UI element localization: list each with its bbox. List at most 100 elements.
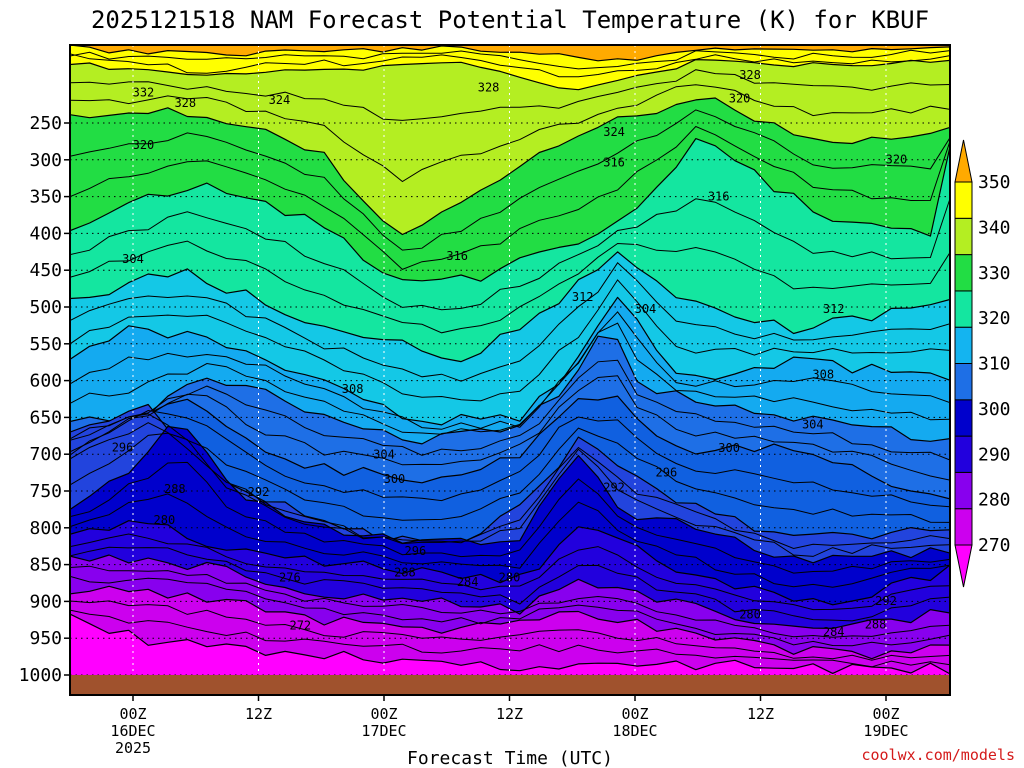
ground-surface <box>70 675 950 695</box>
contour-label: 288 <box>394 565 416 579</box>
contour-label: 332 <box>133 86 155 100</box>
y-tick-label: 700 <box>29 444 62 465</box>
contour-label: 300 <box>718 441 740 455</box>
y-tick-label: 900 <box>29 591 62 612</box>
contour-line <box>70 240 950 334</box>
colorbar-segment <box>954 181 973 219</box>
contour-label: 324 <box>269 93 291 107</box>
contour-line <box>70 422 950 550</box>
contour-line <box>70 359 950 461</box>
contour-label: 284 <box>457 575 479 589</box>
y-tick-label: 800 <box>29 518 62 539</box>
colorbar-label: 350 <box>978 172 1011 193</box>
contour-line <box>70 493 950 588</box>
colorbar-segment <box>954 326 973 365</box>
colorbar: 270 280 290 300 310 320 330 340 350 <box>954 139 1011 588</box>
contour-label: 320 <box>729 91 751 105</box>
y-tick-label: 450 <box>29 260 62 281</box>
contour-line <box>70 279 950 402</box>
contour-label: 296 <box>405 544 427 558</box>
contour-label: 324 <box>603 125 625 139</box>
chart-title: 2025121518 NAM Forecast Potential Temper… <box>91 6 929 34</box>
contour-label: 288 <box>865 618 887 632</box>
contour-line <box>70 600 950 661</box>
y-tick-label: 850 <box>29 555 62 576</box>
y-tick-label: 400 <box>29 223 62 244</box>
y-tick-label: 650 <box>29 407 62 428</box>
x-tick-date: 16DEC <box>110 722 155 740</box>
colorbar-label: 290 <box>978 444 1011 465</box>
y-axis: 250 300 350 400 450 500 550 600 650 700 750 800 850 9… <box>19 113 70 686</box>
contour-label: 316 <box>603 155 625 169</box>
colorbar-label: 340 <box>978 217 1011 238</box>
colorbar-arrow-top <box>954 139 973 183</box>
contour-line <box>70 53 950 78</box>
contour-line <box>70 546 950 622</box>
contour-label: 292 <box>603 481 625 495</box>
contour-label: 292 <box>248 485 270 499</box>
contour-label: 296 <box>112 440 134 454</box>
x-tick-date: 18DEC <box>612 722 657 740</box>
contour-line <box>70 409 950 508</box>
contour-line <box>70 575 950 647</box>
x-tick-date: 17DEC <box>361 722 406 740</box>
colorbar-segment <box>954 217 973 256</box>
y-tick-label: 300 <box>29 150 62 171</box>
contour-line <box>70 565 950 638</box>
contour-label: 328 <box>478 80 500 94</box>
contour-line <box>70 69 950 121</box>
x-tick-hour: 12Z <box>496 705 523 723</box>
contour-label: 304 <box>635 302 657 316</box>
contour-label: 316 <box>446 249 468 263</box>
contour-line <box>70 461 950 574</box>
contour-label: 328 <box>739 68 761 82</box>
contour-line <box>70 125 950 270</box>
contour-label: 300 <box>384 472 406 486</box>
x-tick-hour: 00Z <box>872 705 899 723</box>
contour-label: 296 <box>656 465 678 479</box>
contour-label: 280 <box>739 607 761 621</box>
y-tick-label: 500 <box>29 297 62 318</box>
contour-labels: 332 328 324 328 328 324 320 320 320 316 316 316 304 3… <box>112 68 908 639</box>
colorbar-label: 320 <box>978 308 1011 329</box>
contour-label: 308 <box>342 382 364 396</box>
x-tick-hour: 00Z <box>119 705 146 723</box>
y-tick-label: 750 <box>29 481 62 502</box>
x-tick-date: 19DEC <box>863 722 908 740</box>
y-tick-label: 600 <box>29 371 62 392</box>
colorbar-label: 280 <box>978 490 1011 511</box>
colorbar-segment <box>954 399 973 437</box>
colorbar-label: 270 <box>978 535 1011 556</box>
contour-label: 272 <box>289 618 311 632</box>
colorbar-segment <box>954 254 973 292</box>
contour-label: 312 <box>823 302 845 316</box>
contour-label: 304 <box>373 448 395 462</box>
colorbar-segment <box>954 508 973 546</box>
contour-label: 316 <box>708 189 730 203</box>
contour-label: 320 <box>886 152 908 166</box>
contour-label: 304 <box>122 252 144 266</box>
y-tick-label: 250 <box>29 113 62 134</box>
colorbar-label: 330 <box>978 263 1011 284</box>
colorbar-segment <box>954 290 973 328</box>
x-tick-hour: 12Z <box>747 705 774 723</box>
x-axis-label: Forecast Time (UTC) <box>407 748 613 768</box>
colorbar-segment <box>954 363 973 401</box>
contour-label: 276 <box>279 571 301 585</box>
contour-label: 308 <box>812 367 834 381</box>
contour-label: 280 <box>499 571 521 585</box>
colorbar-arrow-bottom <box>954 544 973 588</box>
colorbar-segment <box>954 435 973 473</box>
x-tick-hour: 00Z <box>370 705 397 723</box>
x-tick-hour: 00Z <box>621 705 648 723</box>
credit-text: coolwx.com/models <box>861 746 1015 764</box>
x-tick-hour: 12Z <box>245 705 272 723</box>
contour-label: 288 <box>164 482 186 496</box>
contour-label: 320 <box>133 138 155 152</box>
contour-label: 284 <box>823 625 845 639</box>
colorbar-segment <box>954 471 973 510</box>
contour-label: 304 <box>802 417 824 431</box>
y-tick-label: 1000 <box>19 665 62 686</box>
contour-line <box>70 198 950 311</box>
